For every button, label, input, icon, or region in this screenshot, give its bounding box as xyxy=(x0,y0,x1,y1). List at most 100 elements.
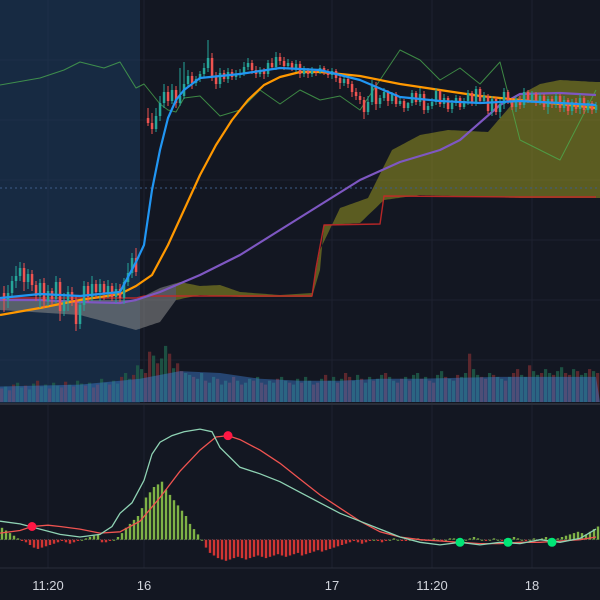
time-axis-tick-label[interactable]: 18 xyxy=(525,578,539,593)
volume-bar[interactable] xyxy=(308,380,312,402)
candle[interactable] xyxy=(594,102,598,113)
macd-histogram-bar[interactable] xyxy=(472,537,476,540)
time-axis-tick-label[interactable]: 11:20 xyxy=(32,578,64,593)
macd-histogram-bar[interactable] xyxy=(296,539,300,553)
macd-histogram-bar[interactable] xyxy=(268,539,272,557)
volume-bar[interactable] xyxy=(324,374,328,402)
macd-histogram-bar[interactable] xyxy=(360,539,364,544)
volume-bar[interactable] xyxy=(468,353,472,402)
candle[interactable] xyxy=(266,60,270,77)
macd-histogram-bar[interactable] xyxy=(116,537,120,540)
volume-bar[interactable] xyxy=(312,384,316,402)
candle[interactable] xyxy=(586,100,590,113)
macd-histogram-bar[interactable] xyxy=(152,487,156,540)
macd-histogram-bar[interactable] xyxy=(312,539,316,552)
macd-histogram-bar[interactable] xyxy=(276,539,280,555)
volume-bar[interactable] xyxy=(456,374,460,402)
macd-histogram-bar[interactable] xyxy=(164,489,168,540)
price-panel[interactable] xyxy=(0,0,600,568)
candle[interactable] xyxy=(326,69,330,78)
candle[interactable] xyxy=(214,72,218,89)
candle[interactable] xyxy=(358,92,362,104)
candle[interactable] xyxy=(10,276,14,298)
volume-bar[interactable] xyxy=(552,374,556,402)
candle[interactable] xyxy=(162,84,166,108)
candle[interactable] xyxy=(174,86,178,108)
macd-histogram-bar[interactable] xyxy=(148,492,152,540)
candle[interactable] xyxy=(406,102,410,111)
volume-bar[interactable] xyxy=(24,385,28,402)
macd-histogram-bar[interactable] xyxy=(540,538,544,540)
volume-bar[interactable] xyxy=(264,384,268,402)
candle[interactable] xyxy=(206,40,210,72)
macd-histogram-bar[interactable] xyxy=(512,537,516,540)
candle[interactable] xyxy=(354,88,358,100)
candle[interactable] xyxy=(218,68,222,88)
macd-histogram-bar[interactable] xyxy=(248,539,252,559)
volume-bar[interactable] xyxy=(172,368,176,402)
volume-bar[interactable] xyxy=(76,380,80,402)
volume-bar[interactable] xyxy=(216,378,220,402)
macd-histogram-bar[interactable] xyxy=(112,539,116,541)
macd-histogram-bar[interactable] xyxy=(60,539,64,541)
macd-histogram-bar[interactable] xyxy=(16,538,20,540)
macd-histogram-bar[interactable] xyxy=(244,539,248,560)
macd-histogram-bar[interactable] xyxy=(496,539,500,541)
macd-histogram-bar[interactable] xyxy=(204,539,208,548)
macd-histogram-bar[interactable] xyxy=(588,531,592,540)
macd-histogram-bar[interactable] xyxy=(344,539,348,544)
macd-histogram-bar[interactable] xyxy=(168,494,172,540)
volume-bar[interactable] xyxy=(136,365,140,402)
candle[interactable] xyxy=(426,103,430,113)
macd-histogram-bar[interactable] xyxy=(264,539,268,559)
volume-bar[interactable] xyxy=(104,382,108,402)
macd-histogram-bar[interactable] xyxy=(272,539,276,556)
volume-bar[interactable] xyxy=(560,367,564,402)
macd-histogram-bar[interactable] xyxy=(480,539,484,541)
candle[interactable] xyxy=(462,98,466,109)
candle[interactable] xyxy=(486,94,490,114)
volume-bar[interactable] xyxy=(228,382,232,402)
volume-bar[interactable] xyxy=(212,376,216,402)
volume-bar[interactable] xyxy=(124,373,128,402)
macd-histogram-bar[interactable] xyxy=(520,539,524,541)
volume-bar[interactable] xyxy=(332,376,336,402)
volume-bar[interactable] xyxy=(380,374,384,402)
volume-bar[interactable] xyxy=(108,384,112,402)
candle[interactable] xyxy=(338,75,342,89)
macd-histogram-bar[interactable] xyxy=(28,539,32,545)
macd-histogram-bar[interactable] xyxy=(76,539,80,541)
candle[interactable] xyxy=(42,278,46,308)
volume-bar[interactable] xyxy=(360,378,364,402)
volume-bar[interactable] xyxy=(584,373,588,402)
candle[interactable] xyxy=(342,76,346,86)
candle[interactable] xyxy=(534,92,538,106)
volume-bar[interactable] xyxy=(164,345,168,402)
volume-bar[interactable] xyxy=(556,371,560,402)
volume-bar[interactable] xyxy=(224,380,228,402)
macd-histogram-bar[interactable] xyxy=(128,523,132,540)
candle[interactable] xyxy=(170,84,174,104)
candle[interactable] xyxy=(278,53,282,65)
volume-bar[interactable] xyxy=(180,371,184,402)
volume-bar[interactable] xyxy=(372,380,376,402)
ichimoku-cloud-bearish[interactable] xyxy=(0,283,176,330)
macd-histogram-bar[interactable] xyxy=(380,539,384,543)
candle[interactable] xyxy=(86,282,90,302)
volume-bar[interactable] xyxy=(524,376,528,402)
macd-histogram-bar[interactable] xyxy=(576,531,580,540)
candle[interactable] xyxy=(510,98,514,110)
volume-bar[interactable] xyxy=(240,384,244,402)
macd-histogram-bar[interactable] xyxy=(384,539,388,541)
candle[interactable] xyxy=(154,108,158,132)
macd-histogram-bar[interactable] xyxy=(52,539,56,544)
volume-bar[interactable] xyxy=(28,389,32,402)
volume-bar[interactable] xyxy=(320,378,324,402)
candle[interactable] xyxy=(490,96,494,116)
macd-histogram-bar[interactable] xyxy=(532,538,536,540)
macd-histogram-bar[interactable] xyxy=(120,533,124,540)
macd-histogram-bar[interactable] xyxy=(24,539,28,543)
candle[interactable] xyxy=(514,96,518,112)
macd-histogram-bar[interactable] xyxy=(36,539,40,549)
candle[interactable] xyxy=(554,93,558,108)
